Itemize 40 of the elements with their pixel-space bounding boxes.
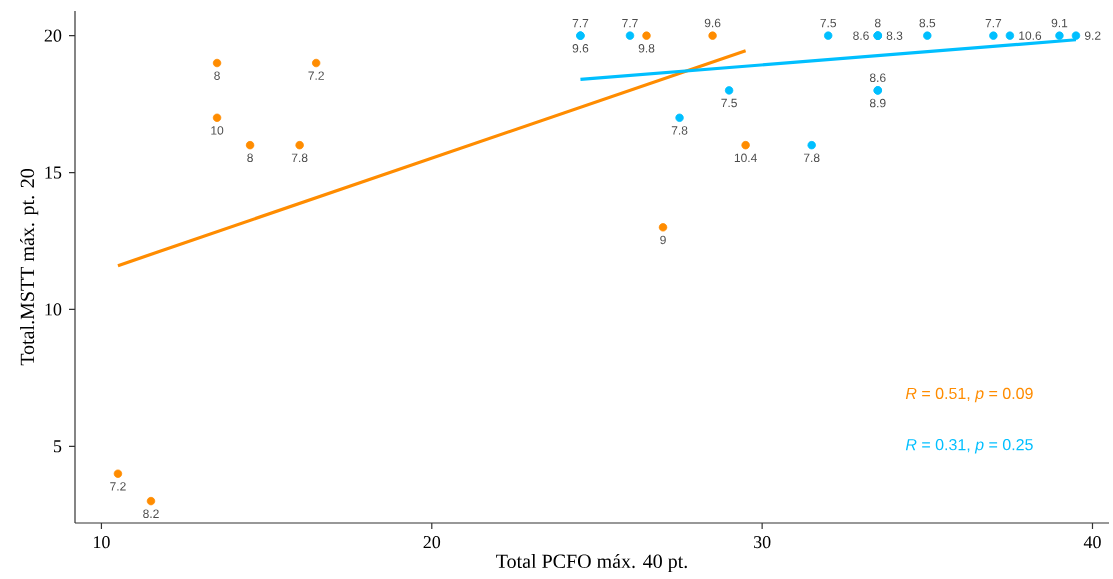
- x-tick-label: 10: [94, 536, 110, 549]
- annotation: 8: [247, 153, 253, 163]
- annotation: 9.8: [638, 44, 655, 53]
- annotation: 7.5: [820, 18, 837, 28]
- y-tick-label: 15: [45, 166, 62, 179]
- annotation: 9.2: [1084, 31, 1101, 41]
- y-axis-title: Total.MSTT máx. pt. 20: [20, 169, 39, 366]
- annotation: 8.2: [143, 509, 159, 519]
- annotation: 7.2: [110, 482, 126, 491]
- annotation: R = 0.31, p = 0.25: [905, 439, 1033, 454]
- x-tick-label: 40: [1083, 536, 1101, 549]
- annotation: 9.1: [1051, 18, 1068, 28]
- annotation: 10.4: [734, 153, 757, 163]
- annotation: 7.7: [572, 19, 589, 28]
- annotation: 7.8: [291, 153, 308, 163]
- annotation: 7.5: [721, 98, 737, 108]
- annotation: 9.6: [704, 18, 721, 28]
- annotation: 7.8: [803, 153, 820, 163]
- annotation: R = 0.51, p = 0.09: [905, 387, 1033, 403]
- annotation: 8.6: [869, 73, 886, 83]
- annotation: 7.7: [622, 19, 638, 28]
- annotation: 7.7: [985, 19, 1002, 28]
- x-tick-label: 30: [753, 536, 771, 549]
- x-axis-title: Total PCFO máx. 40 pt.: [496, 554, 687, 573]
- annotation: 10: [211, 126, 224, 135]
- x-tick-label: 20: [423, 536, 441, 549]
- annotation: 8.5: [919, 18, 936, 28]
- annotation: 8.3: [886, 31, 903, 41]
- annotation: 9.6: [572, 44, 589, 53]
- annotation: 8.9: [869, 98, 886, 108]
- annotation: 7.8: [671, 126, 688, 135]
- annotation: 8.6: [853, 31, 869, 41]
- y-tick-label: 10: [45, 303, 62, 316]
- annotation: 9: [660, 235, 666, 245]
- y-tick-label: 5: [53, 440, 62, 453]
- annotation: 10.6: [1019, 31, 1042, 41]
- annotation: 8: [214, 71, 220, 81]
- annotation: 8: [874, 18, 881, 28]
- annotation: 7.2: [308, 71, 324, 80]
- y-tick-label: 20: [44, 29, 62, 42]
